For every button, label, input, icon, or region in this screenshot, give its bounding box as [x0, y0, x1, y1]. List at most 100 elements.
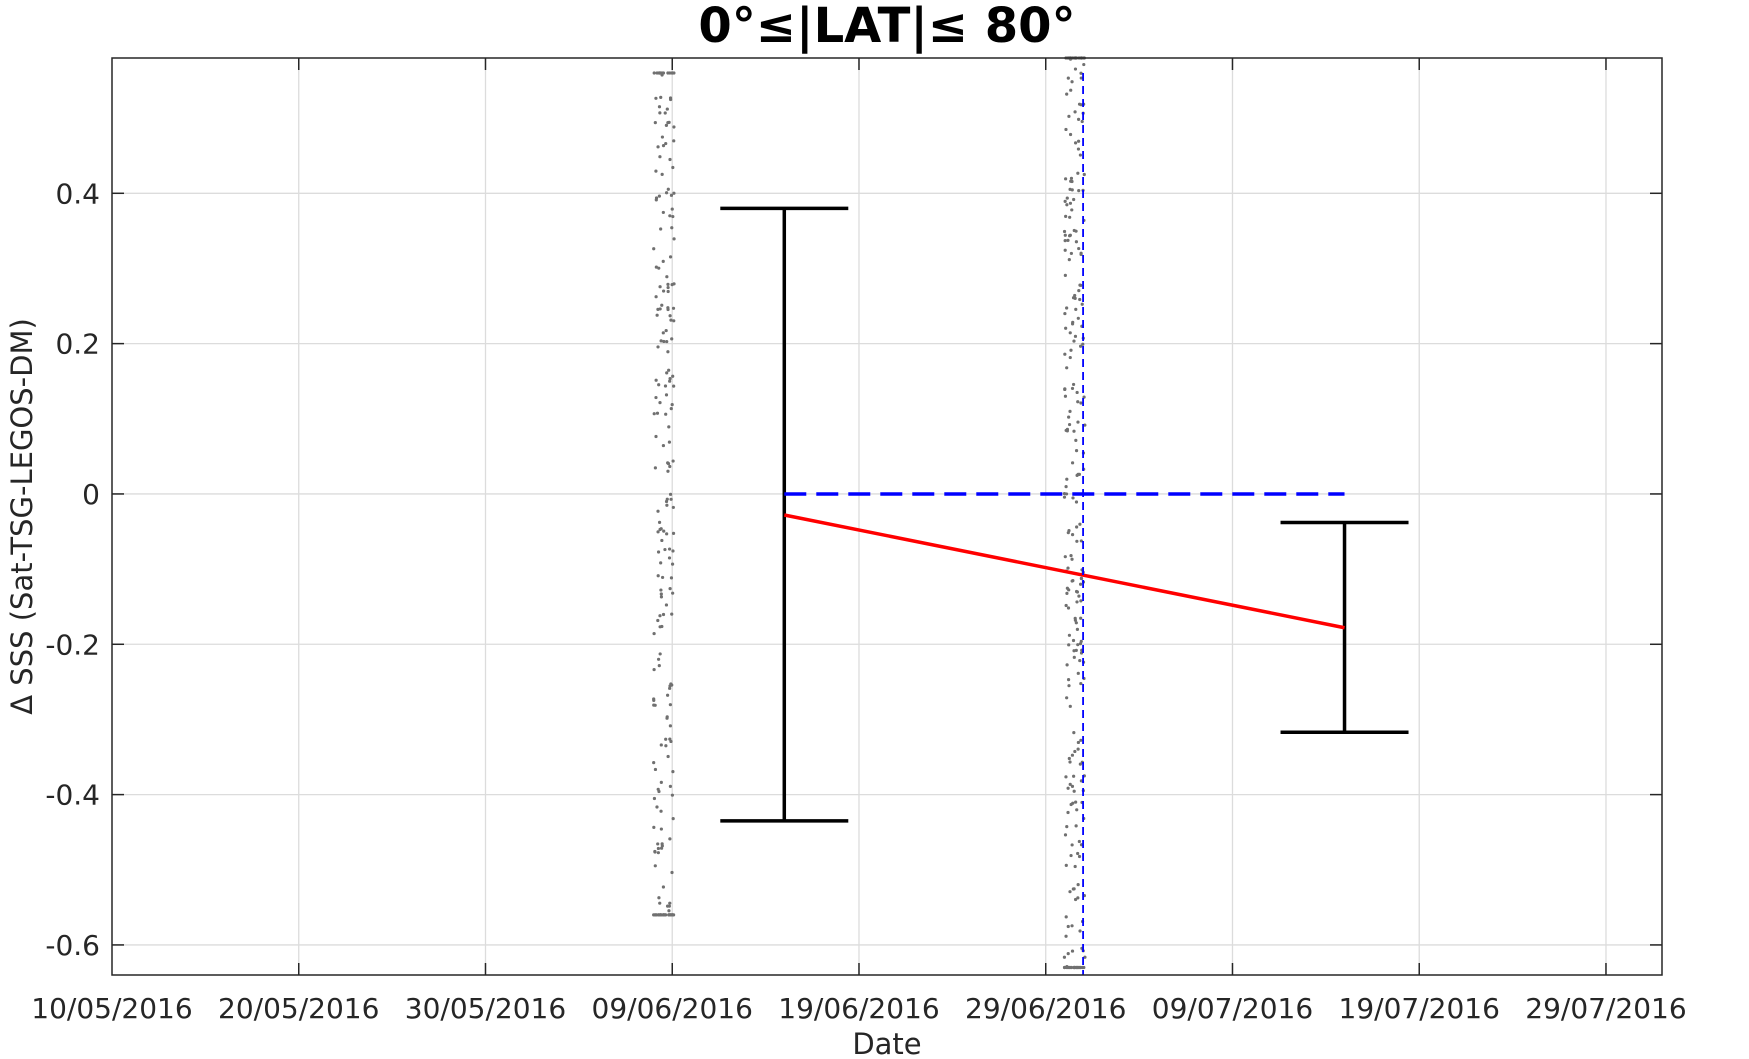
- scatter-point: [1075, 539, 1079, 543]
- scatter-point: [1067, 684, 1071, 688]
- scatter-point: [656, 618, 660, 623]
- scatter-point: [1068, 704, 1072, 708]
- scatter-point: [668, 737, 672, 741]
- scatter-point: [1065, 696, 1069, 700]
- scatter-point: [1065, 591, 1069, 595]
- trend-line: [783, 513, 1345, 630]
- scatter-point: [1071, 887, 1075, 891]
- data-series: [720, 73, 1409, 975]
- y-axis-title: Δ SSS (Sat-TSG-LEGOS-DM): [5, 318, 39, 715]
- scatter-point: [1077, 189, 1081, 193]
- scatter-point: [1076, 117, 1081, 121]
- scatter-point: [669, 682, 673, 686]
- scatter-point: [1065, 203, 1069, 207]
- scatter-point: [668, 901, 672, 905]
- scatter-point: [1069, 88, 1073, 92]
- scatter-point: [1077, 854, 1082, 859]
- scatter-point: [656, 145, 660, 149]
- scatter-point: [1079, 539, 1083, 543]
- axis-ticks: [112, 58, 1662, 975]
- scatter-point: [660, 624, 664, 629]
- scatter-point: [1066, 566, 1070, 570]
- scatter-point: [671, 505, 675, 510]
- scatter-point: [667, 425, 671, 429]
- scatter-point: [654, 196, 659, 200]
- scatter-point: [669, 497, 673, 501]
- scatter-point: [652, 631, 656, 636]
- scatter-point: [1063, 387, 1067, 392]
- x-tick-label: 29/06/2016: [965, 992, 1126, 1025]
- scatter-point: [1065, 663, 1069, 667]
- scatter-point: [659, 780, 663, 784]
- scatter-point: [658, 901, 662, 905]
- scatter-point: [1070, 843, 1074, 847]
- x-tick-labels: 10/05/2016 20/05/2016 30/05/2016 09/06/2016…: [31, 992, 1686, 1025]
- scatter-point: [658, 285, 662, 289]
- scatter-point: [655, 805, 659, 809]
- scatter-point: [665, 339, 669, 344]
- scatter-point: [1068, 201, 1073, 205]
- scatter-point: [1063, 394, 1068, 398]
- scatter-point: [658, 111, 662, 115]
- scatter-point: [1071, 320, 1075, 324]
- scatter-point: [1072, 965, 1076, 970]
- scatter-point: [1069, 554, 1073, 558]
- scatter-point: [1071, 382, 1076, 387]
- scatter-point: [1079, 576, 1083, 580]
- scatter-point: [670, 283, 674, 287]
- scatter-point: [1063, 273, 1067, 278]
- scatter-point: [1077, 594, 1081, 598]
- scatter-point: [665, 107, 669, 111]
- scatter-point: [1065, 825, 1069, 829]
- scatter-point: [652, 247, 656, 251]
- scatter-point: [1070, 386, 1075, 391]
- scatter-point: [663, 111, 667, 115]
- scatter-point: [1068, 331, 1072, 335]
- scatter-point: [1066, 924, 1070, 929]
- scatter-point: [659, 527, 663, 531]
- scatter-point: [668, 314, 672, 318]
- scatter-point: [1064, 915, 1068, 919]
- scatter-point: [672, 319, 676, 323]
- scatter-point: [1072, 731, 1076, 735]
- scatter-point: [666, 461, 670, 465]
- x-tick-label: 10/05/2016: [31, 992, 192, 1025]
- scatter-point: [654, 96, 658, 100]
- scatter-point: [656, 574, 660, 578]
- scatter-point: [1072, 228, 1076, 233]
- scatter-point: [1079, 71, 1083, 75]
- scatter-point: [1069, 853, 1073, 858]
- scatter-point: [1070, 753, 1075, 757]
- scatter-point: [1065, 965, 1069, 970]
- scatter-point: [655, 313, 659, 317]
- scatter-point: [1070, 579, 1074, 583]
- scatter-point: [1077, 246, 1081, 251]
- scatter-point: [665, 371, 669, 375]
- scatter-point: [1064, 863, 1068, 867]
- scatter-point: [1079, 616, 1083, 620]
- scatter-point: [666, 71, 670, 75]
- scatter-point: [1068, 890, 1072, 894]
- scatter-point: [1074, 621, 1078, 625]
- y-tick-label: -0.2: [45, 628, 100, 661]
- scatter-point: [668, 377, 672, 381]
- scatter-point: [669, 193, 674, 197]
- scatter-point: [670, 71, 674, 75]
- scatter-point: [1069, 251, 1073, 256]
- scatter-point: [1083, 423, 1087, 427]
- scatter-point: [1066, 678, 1071, 682]
- scatter-point: [659, 827, 663, 831]
- scatter-point: [1079, 103, 1083, 107]
- scatter-point: [666, 307, 670, 312]
- scatter-point: [1072, 197, 1076, 202]
- scatter-point: [1062, 965, 1067, 970]
- y-tick-label: -0.4: [45, 779, 100, 812]
- scatter-point: [672, 125, 676, 129]
- scatter-point: [661, 885, 666, 889]
- scatter-point: [654, 169, 658, 173]
- scatter-point: [670, 337, 674, 341]
- scatter-point: [1073, 864, 1077, 869]
- scatter-point: [1068, 409, 1072, 414]
- y-tick-label: 0.2: [55, 328, 100, 361]
